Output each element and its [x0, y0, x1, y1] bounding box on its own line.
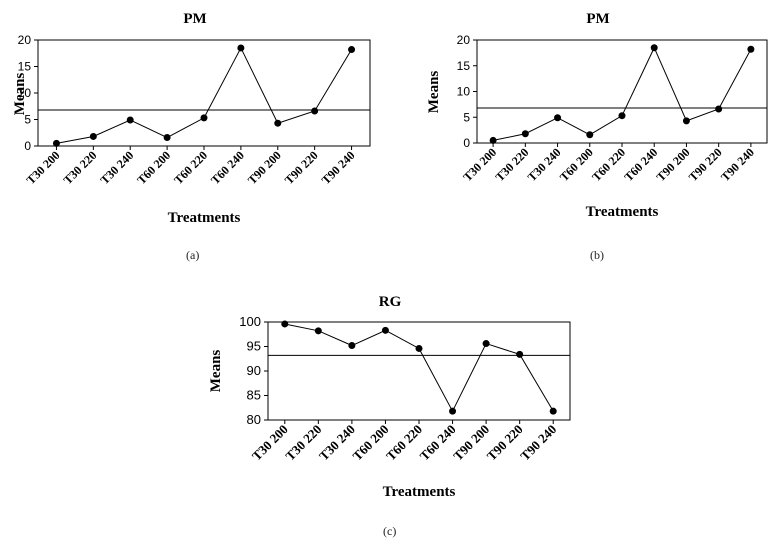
x-tick-label: T60 240	[208, 148, 247, 187]
data-point	[281, 320, 289, 328]
y-axis-label: Means	[208, 350, 224, 393]
data-point	[163, 134, 171, 142]
x-axis-label: Treatments	[168, 210, 241, 226]
x-tick-label: T90 200	[654, 145, 693, 184]
y-tick-label: 10	[457, 85, 471, 99]
y-tick-label: 5	[24, 113, 31, 127]
y-tick-label: 80	[247, 412, 261, 427]
y-axis-label: Means	[12, 73, 28, 116]
y-tick-label: 85	[247, 388, 261, 403]
data-point	[126, 116, 134, 124]
chart-title: PM	[183, 11, 206, 27]
x-tick-label: T90 220	[282, 148, 321, 187]
x-tick-label: T60 220	[589, 145, 628, 184]
data-point	[489, 136, 497, 144]
y-tick-label: 0	[24, 139, 31, 153]
x-tick-label: T30 240	[525, 145, 564, 184]
y-tick-label: 10	[18, 86, 32, 100]
data-point	[682, 117, 690, 125]
y-tick-label: 95	[247, 339, 261, 354]
x-axis-label: Treatments	[586, 204, 659, 220]
y-tick-label: 20	[457, 33, 471, 47]
caption-a: (a)	[186, 248, 200, 262]
x-tick-label: T30 200	[460, 145, 499, 184]
y-tick-label: 0	[463, 136, 470, 150]
x-tick-label: T90 200	[245, 148, 284, 187]
y-tick-label: 20	[18, 33, 32, 47]
data-point	[274, 119, 282, 127]
data-point	[586, 131, 594, 139]
y-tick-label: 100	[239, 314, 261, 329]
x-tick-label: T30 220	[61, 148, 100, 187]
data-point	[314, 327, 322, 335]
x-tick-label: T90 240	[718, 145, 757, 184]
x-tick-label: T90 220	[686, 145, 725, 184]
data-point	[516, 350, 524, 358]
x-tick-label: T30 200	[24, 148, 63, 187]
x-tick-label: T60 220	[171, 148, 210, 187]
plot-frame	[476, 39, 768, 144]
x-tick-label: T90 240	[319, 148, 358, 187]
data-point	[747, 45, 755, 53]
plot-frame	[37, 39, 371, 147]
series-line	[56, 46, 352, 144]
data-point	[549, 407, 557, 415]
series-line	[493, 46, 752, 141]
chart-title: PM	[586, 11, 609, 27]
caption-c: (c)	[383, 524, 397, 538]
data-point	[618, 112, 626, 120]
data-point	[89, 132, 97, 140]
x-axis-label: Treatments	[383, 484, 456, 500]
data-point	[449, 407, 457, 415]
data-point	[415, 344, 423, 352]
x-tick-label: T30 220	[493, 145, 532, 184]
data-point	[52, 139, 60, 147]
data-point	[311, 107, 319, 115]
data-point	[715, 105, 723, 113]
data-point	[521, 130, 529, 138]
x-tick-label: T60 200	[350, 422, 392, 464]
chart-title: RG	[379, 294, 402, 310]
data-point	[348, 46, 356, 54]
caption-b: (b)	[590, 248, 604, 262]
x-tick-label: T90 240	[517, 422, 559, 464]
data-point	[482, 340, 490, 348]
data-point	[650, 44, 658, 52]
x-tick-label: T60 200	[134, 148, 173, 187]
data-point	[381, 326, 389, 334]
x-tick-label: T60 240	[417, 422, 459, 464]
y-tick-label: 90	[247, 363, 261, 378]
x-tick-label: T60 220	[383, 422, 425, 464]
x-tick-label: T30 240	[97, 148, 136, 187]
x-tick-label: T30 200	[249, 422, 291, 464]
y-tick-label: 15	[18, 60, 32, 74]
x-tick-label: T30 220	[282, 422, 324, 464]
y-axis-label: Means	[426, 71, 442, 114]
x-tick-label: T60 240	[621, 145, 660, 184]
y-tick-label: 15	[457, 59, 471, 73]
x-tick-label: T60 200	[557, 145, 596, 184]
data-point	[348, 342, 356, 350]
x-tick-label: T90 220	[484, 422, 526, 464]
x-tick-label: T90 200	[450, 422, 492, 464]
data-point	[554, 114, 562, 122]
x-tick-label: T30 240	[316, 422, 358, 464]
y-tick-label: 5	[463, 110, 470, 124]
data-point	[200, 114, 208, 122]
data-point	[237, 44, 245, 52]
series-line	[284, 323, 554, 413]
plot-frame	[267, 321, 571, 421]
